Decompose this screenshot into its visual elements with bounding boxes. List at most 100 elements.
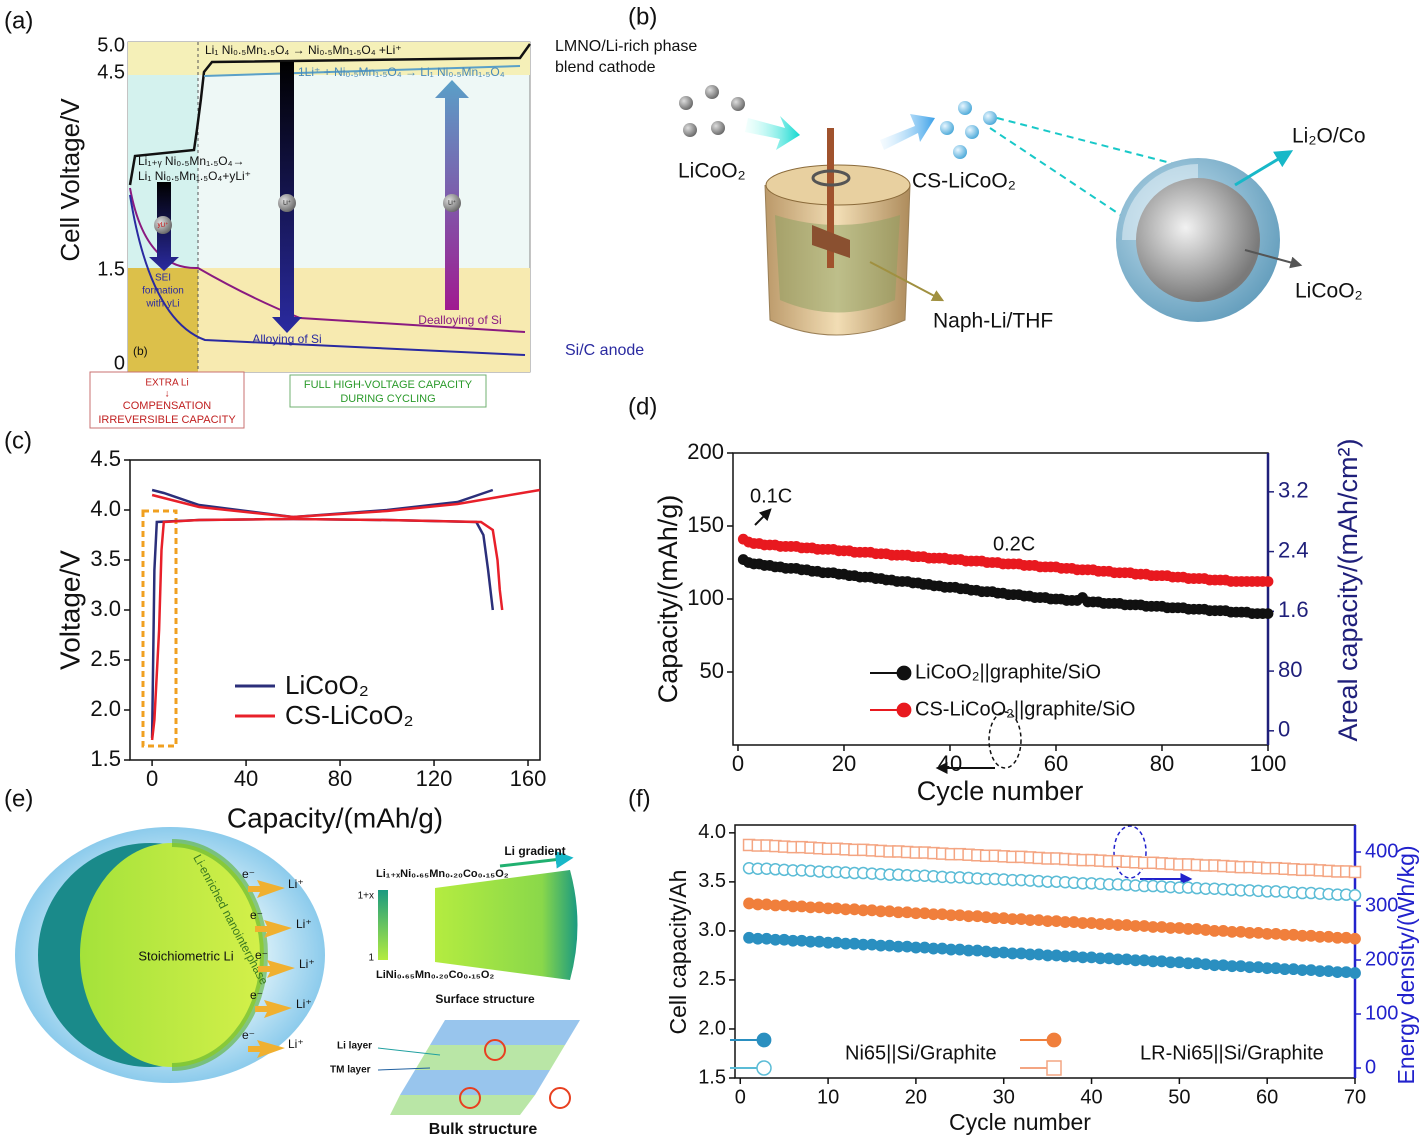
panel-label: (b) <box>628 3 657 30</box>
y2-tick-label: 100 <box>1365 1002 1398 1024</box>
marker <box>1349 932 1361 945</box>
process-label: Dealloying of Si <box>418 313 501 327</box>
y-tick-label: 1.5 <box>90 746 121 771</box>
y-axis-label: Capacity/(mAh/g) <box>653 495 683 704</box>
panel-label: (c) <box>4 427 32 454</box>
y2-tick-label: 2.4 <box>1278 537 1309 562</box>
y2-tick-label: 200 <box>1365 948 1398 970</box>
cathode-curve <box>203 65 521 77</box>
marker <box>1262 576 1274 587</box>
x-tick-label: 40 <box>938 751 962 776</box>
cathode-curve <box>128 43 532 186</box>
anode-curve <box>129 194 526 356</box>
ion: Li⁺ <box>288 877 304 891</box>
sei-label: SEI <box>155 273 171 284</box>
legend-label: LR-Ni65||Si/Graphite <box>1140 1042 1324 1064</box>
stirrer <box>812 225 850 258</box>
note-box <box>89 371 245 429</box>
ion-label: Li⁺ <box>448 200 456 207</box>
interphase <box>171 839 268 1071</box>
series-marker-ellipse <box>1113 825 1147 879</box>
particle <box>965 125 979 139</box>
caption: Surface structure <box>435 992 535 1006</box>
note: DURING CYCLING <box>340 393 435 405</box>
panel-label: (a) <box>4 7 33 34</box>
gradient-label: Li gradient <box>504 844 565 858</box>
legend-marker <box>756 1032 772 1048</box>
label: LiCoO₂ <box>1295 280 1363 303</box>
x-tick-label: 120 <box>416 766 453 791</box>
y-tick-label: 2.5 <box>698 968 726 990</box>
annotation: 0.1C <box>750 485 792 507</box>
reaction: Li₁ Ni₀.₅Mn₁.₅O₄ → Ni₀.₅Mn₁.₅O₄ +Li⁺ <box>205 43 402 57</box>
panel-b: LiCoO₂ Naph-Li/THF CS-LiCoO₂ Li₂O/Co LiC… <box>678 85 1366 336</box>
cathode-label: LMNO/Li-rich phase <box>555 38 697 55</box>
pointer <box>377 1067 431 1071</box>
bar-label: 1 <box>368 953 374 964</box>
y-tick-label: 3.5 <box>698 870 726 892</box>
arrows <box>248 880 295 1058</box>
y-tick-label: 4.5 <box>97 61 125 83</box>
gradient-arrow <box>499 850 574 869</box>
label: CS-LiCoO₂ <box>912 170 1016 193</box>
y-axis-label: Cell Voltage/V <box>55 98 85 262</box>
y-tick-label: 3.0 <box>698 919 726 941</box>
x-tick-label: 100 <box>1250 751 1287 776</box>
ion <box>443 194 461 212</box>
particle <box>983 111 997 125</box>
marker <box>1348 865 1362 879</box>
panel-label: (d) <box>628 393 657 420</box>
x-tick-label: 60 <box>1044 751 1068 776</box>
y-tick-label: 100 <box>687 585 724 610</box>
particle <box>958 101 972 115</box>
note: EXTRA Li <box>145 378 188 389</box>
x-tick-label: 0 <box>735 1086 746 1108</box>
y2-tick-label: 3.2 <box>1278 478 1309 503</box>
legend-label: CS-LiCoO₂||graphite/SiO <box>915 698 1135 720</box>
panel-label: (f) <box>628 785 651 812</box>
particle <box>731 97 745 111</box>
y-tick-label: 3.0 <box>90 596 121 621</box>
note: FULL HIGH-VOLTAGE CAPACITY <box>304 379 473 391</box>
electron: e⁻ <box>255 948 268 962</box>
y-tick-label: 150 <box>687 512 724 537</box>
particle <box>940 121 954 135</box>
anode-label: Si/C anode <box>565 342 644 359</box>
x-tick-label: 40 <box>1080 1086 1102 1108</box>
highlight-box <box>141 509 178 748</box>
ion <box>278 194 296 212</box>
y-tick-label: 1.5 <box>97 258 125 280</box>
ion: Li⁺ <box>296 917 312 931</box>
y-tick-label: 4.0 <box>90 496 121 521</box>
ion-label: yLi⁺ <box>158 222 169 229</box>
y-tick-label: 4.0 <box>698 821 726 843</box>
series-marker-ellipse <box>988 711 1022 769</box>
cathode-label: blend cathode <box>555 59 656 76</box>
panel-a: yLi⁺ Li⁺ Li⁺ 5.0 4.5 1.5 0 Cell Voltage/… <box>55 34 697 429</box>
pointer <box>1234 150 1294 187</box>
legend-marker <box>1046 1060 1062 1076</box>
ion-label: Li⁺ <box>283 200 291 207</box>
reaction: Li₁₊ᵧ Ni₀.₅Mn₁.₅O₄→ <box>138 154 245 168</box>
x-axis-label: Cycle number <box>949 1109 1091 1135</box>
layer-label: TM layer <box>330 1065 371 1076</box>
reaction: 1Li⁺ + Ni₀.₅Mn₁.₅O₄ → Li₁ Ni₀.₅Mn₁.₅O₄ <box>298 65 505 79</box>
inset-label: (b) <box>133 344 148 358</box>
particle <box>705 85 719 99</box>
annotation: 0.2C <box>993 533 1035 555</box>
marker <box>1348 888 1362 902</box>
note: IRREVERSIBLE CAPACITY <box>98 414 236 426</box>
y-axis-label: Voltage/V <box>54 550 85 670</box>
pointer <box>869 261 945 302</box>
band <box>128 268 198 372</box>
marker <box>1262 608 1274 619</box>
core <box>1136 178 1260 302</box>
y-tick-label: 0 <box>114 352 125 374</box>
reaction: Li₁ Ni₀.₅Mn₁.₅O₄+yLi⁺ <box>138 169 251 183</box>
x-tick-label: 0 <box>732 751 744 776</box>
panel-label: (e) <box>4 785 33 812</box>
legend-label: LiCoO₂||graphite/SiO <box>915 661 1101 683</box>
particle <box>679 96 693 110</box>
